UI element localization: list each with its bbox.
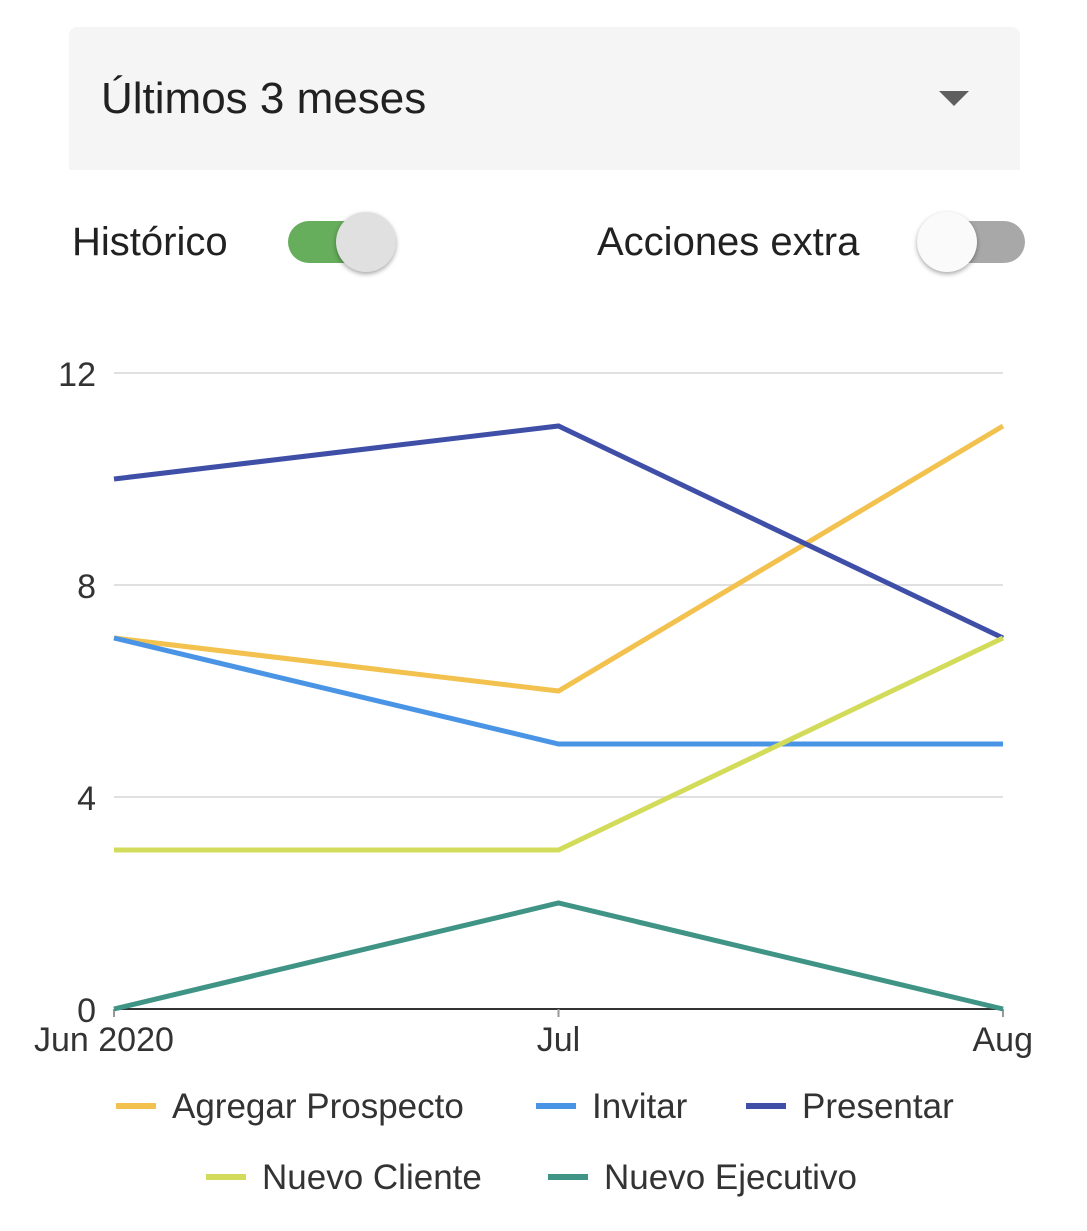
acciones-extra-switch-thumb[interactable] xyxy=(917,212,977,272)
series-line-presentar xyxy=(113,423,1005,641)
x-tick-label-2: Aug xyxy=(973,1021,1034,1059)
legend-label-nuevo-cliente: Nuevo Cliente xyxy=(262,1158,482,1197)
acciones-extra-switch[interactable] xyxy=(917,212,1027,272)
x-tick-label-1: Jul xyxy=(537,1021,580,1059)
line-chart: 0 4 8 12 Jun 2020 Jul Aug Agregar Prospecto Invi… xyxy=(34,356,1034,1197)
arrow-drop-down-icon[interactable] xyxy=(939,91,969,106)
series-line-nuevo-cliente xyxy=(114,635,1005,853)
legend-label-presentar: Presentar xyxy=(802,1087,954,1126)
historico-label: Histórico xyxy=(72,220,228,264)
y-tick-label-3: 12 xyxy=(58,356,96,394)
y-tick-label-2: 8 xyxy=(77,568,96,606)
y-tick-label-0: 0 xyxy=(77,992,96,1030)
period-select[interactable]: Últimos 3 meses xyxy=(69,27,1020,170)
historico-switch-thumb[interactable] xyxy=(336,212,396,272)
legend-label-nuevo-ejecutivo: Nuevo Ejecutivo xyxy=(604,1158,857,1197)
legend-label-invitar: Invitar xyxy=(592,1087,688,1126)
x-tick-label-0: Jun 2020 xyxy=(34,1021,174,1059)
acciones-extra-label: Acciones extra xyxy=(597,220,860,264)
y-tick-label-1: 4 xyxy=(77,780,96,818)
historico-switch[interactable] xyxy=(288,212,398,272)
series-line-agregar-prospecto xyxy=(113,423,1005,694)
series-line-invitar xyxy=(113,635,1003,747)
series-line-nuevo-ejecutivo xyxy=(113,900,1004,1012)
legend-label-agregar-prospecto: Agregar Prospecto xyxy=(172,1087,464,1126)
period-select-value: Últimos 3 meses xyxy=(101,74,427,123)
